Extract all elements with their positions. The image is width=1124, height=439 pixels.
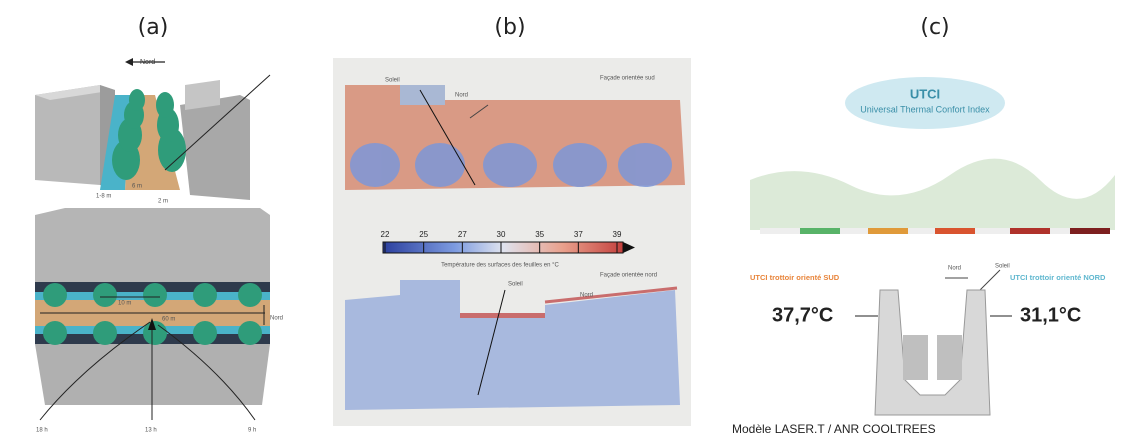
- landscape: [750, 159, 1115, 230]
- colorbar: [383, 242, 623, 253]
- colorbar-tick-label: 30: [497, 230, 506, 239]
- building: [35, 208, 270, 282]
- street-plan: 10 m 60 m Nord 18 h 13 h 9 h: [35, 208, 283, 434]
- panel-label: (c): [920, 15, 949, 40]
- rect: [1070, 228, 1110, 234]
- circle: [193, 321, 217, 345]
- tree-right: [937, 335, 962, 380]
- circle: [143, 283, 167, 307]
- street-3d: Nord 1-8 m 6 m 2 m: [35, 58, 270, 205]
- north-label: Nord: [580, 293, 593, 299]
- sun-ray: [980, 270, 1000, 290]
- caption: UTCI trottoir orienté NORD: [1010, 273, 1106, 282]
- rect: [868, 228, 908, 234]
- facade-label: Façade orientée sud: [600, 76, 655, 82]
- colorbar-tick-label: 22: [381, 230, 390, 239]
- ellipse: [553, 143, 607, 187]
- north-label: Nord: [270, 316, 283, 322]
- hour-label: 9 h: [248, 428, 256, 434]
- caption: UTCI trottoir orienté SUD: [750, 273, 840, 282]
- colorbar-caption: Température des surfaces des feuilles en…: [441, 263, 559, 269]
- dimension: 1-8 m: [96, 194, 111, 200]
- credit: Modèle LASER.T / ANR COOLTREES: [732, 422, 936, 436]
- rect: [1010, 228, 1050, 234]
- dimension: 2 m: [158, 199, 168, 205]
- building: [185, 80, 220, 110]
- panel-label: (b): [494, 15, 525, 40]
- utci-title: UTCI: [910, 86, 940, 101]
- dimension: 6 m: [132, 184, 142, 190]
- circle: [43, 283, 67, 307]
- sun-label: Soleil: [385, 78, 400, 84]
- figure: (a) (b) (c) Nord 1-8 m 6 m 2 m: [0, 0, 1124, 439]
- hour-label: 13 h: [145, 428, 157, 434]
- tree-left: [903, 335, 928, 380]
- sun-label: Soleil: [995, 264, 1010, 270]
- street-section: [875, 290, 990, 415]
- facade-panel: Soleil Nord Façade orientée sud 22 25 27 30…: [333, 58, 691, 426]
- north-label: Nord: [948, 266, 961, 272]
- ellipse: [415, 143, 465, 187]
- building: [35, 85, 100, 185]
- rect: [935, 228, 975, 234]
- north-arrow: [125, 58, 133, 66]
- facade-label: Façade orientée nord: [600, 273, 657, 279]
- ellipse: [350, 143, 400, 187]
- dimension: 10 m: [118, 301, 131, 307]
- hour-label: 18 h: [36, 428, 48, 434]
- ellipse: [483, 143, 537, 187]
- circle: [93, 321, 117, 345]
- page: { "panel_a": { "label": "(a)", "north": …: [0, 0, 1124, 439]
- sun-label: Soleil: [508, 282, 523, 288]
- circle: [238, 321, 262, 345]
- roof-edge: [460, 313, 545, 318]
- temperature: 37,7°C: [772, 304, 833, 326]
- circle: [93, 283, 117, 307]
- north-label: Nord: [455, 93, 468, 99]
- colorbar-tick-label: 37: [574, 230, 583, 239]
- colorbar-tick-label: 35: [535, 230, 544, 239]
- dimension: 60 m: [162, 317, 175, 323]
- circle: [43, 321, 67, 345]
- title-cloud: [845, 77, 1005, 129]
- ellipse: [129, 89, 145, 111]
- colorbar-tick-label: 27: [458, 230, 467, 239]
- temperature: 31,1°C: [1020, 304, 1081, 326]
- ellipse: [156, 92, 174, 118]
- utci-panel: UTCI Universal Thermal Confort Index UTC…: [750, 77, 1115, 415]
- panel-label: (a): [138, 15, 169, 40]
- circle: [238, 283, 262, 307]
- north-label: Nord: [140, 59, 155, 66]
- utci-subtitle: Universal Thermal Confort Index: [860, 104, 990, 114]
- colorbar-tick-label: 39: [613, 230, 622, 239]
- ellipse: [618, 143, 672, 187]
- circle: [193, 283, 217, 307]
- colorbar-tick-label: 25: [419, 230, 428, 239]
- rect: [800, 228, 840, 234]
